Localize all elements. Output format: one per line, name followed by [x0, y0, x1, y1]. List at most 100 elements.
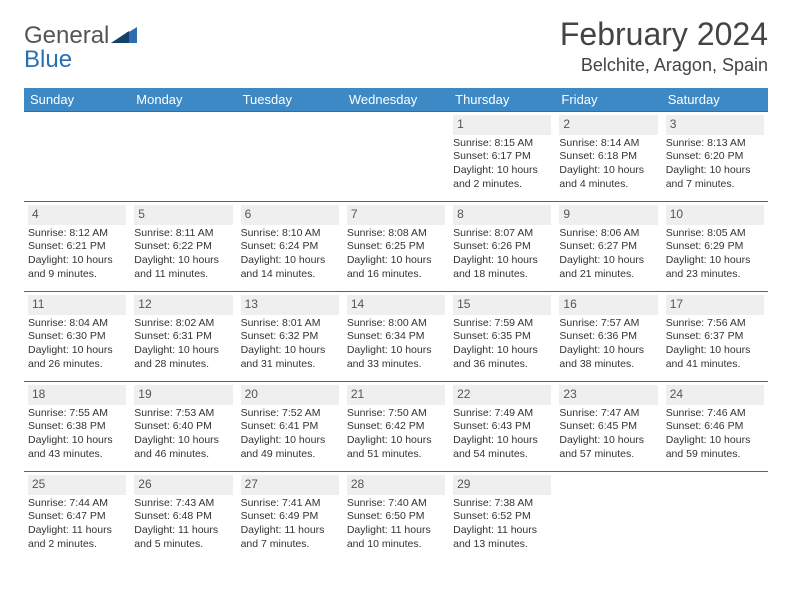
calendar-day-cell: 10Sunrise: 8:05 AMSunset: 6:29 PMDayligh… [662, 202, 768, 292]
sunrise-text: Sunrise: 8:01 AM [241, 317, 339, 331]
calendar-day-cell: 25Sunrise: 7:44 AMSunset: 6:47 PMDayligh… [24, 472, 130, 562]
sunset-text: Sunset: 6:36 PM [559, 330, 657, 344]
day-number: 10 [666, 205, 764, 225]
sunset-text: Sunset: 6:20 PM [666, 150, 764, 164]
sunset-text: Sunset: 6:48 PM [134, 510, 232, 524]
sunrise-text: Sunrise: 7:57 AM [559, 317, 657, 331]
day-number: 9 [559, 205, 657, 225]
sunset-text: Sunset: 6:52 PM [453, 510, 551, 524]
calendar-day-cell: 6Sunrise: 8:10 AMSunset: 6:24 PMDaylight… [237, 202, 343, 292]
day-number: 20 [241, 385, 339, 405]
daylight-text: Daylight: 10 hours and 31 minutes. [241, 344, 339, 371]
sunrise-text: Sunrise: 7:47 AM [559, 407, 657, 421]
weekday-header: Monday [130, 88, 236, 112]
day-number: 22 [453, 385, 551, 405]
day-number: 6 [241, 205, 339, 225]
sunset-text: Sunset: 6:25 PM [347, 240, 445, 254]
daylight-text: Daylight: 10 hours and 59 minutes. [666, 434, 764, 461]
calendar-day-cell: 21Sunrise: 7:50 AMSunset: 6:42 PMDayligh… [343, 382, 449, 472]
weekday-header: Saturday [662, 88, 768, 112]
sunrise-text: Sunrise: 8:13 AM [666, 137, 764, 151]
calendar-table: SundayMondayTuesdayWednesdayThursdayFrid… [24, 88, 768, 562]
weekday-header: Tuesday [237, 88, 343, 112]
calendar-empty-cell [24, 112, 130, 202]
sunset-text: Sunset: 6:42 PM [347, 420, 445, 434]
sunset-text: Sunset: 6:21 PM [28, 240, 126, 254]
calendar-day-cell: 9Sunrise: 8:06 AMSunset: 6:27 PMDaylight… [555, 202, 661, 292]
sunrise-text: Sunrise: 8:04 AM [28, 317, 126, 331]
weekday-header: Thursday [449, 88, 555, 112]
weekday-header: Wednesday [343, 88, 449, 112]
daylight-text: Daylight: 10 hours and 18 minutes. [453, 254, 551, 281]
sunrise-text: Sunrise: 7:38 AM [453, 497, 551, 511]
daylight-text: Daylight: 11 hours and 10 minutes. [347, 524, 445, 551]
calendar-day-cell: 16Sunrise: 7:57 AMSunset: 6:36 PMDayligh… [555, 292, 661, 382]
sunset-text: Sunset: 6:29 PM [666, 240, 764, 254]
sunset-text: Sunset: 6:24 PM [241, 240, 339, 254]
sunrise-text: Sunrise: 8:07 AM [453, 227, 551, 241]
logo-text-2: Blue [24, 46, 72, 74]
calendar-day-cell: 24Sunrise: 7:46 AMSunset: 6:46 PMDayligh… [662, 382, 768, 472]
calendar-empty-cell [343, 112, 449, 202]
daylight-text: Daylight: 10 hours and 7 minutes. [666, 164, 764, 191]
day-number: 14 [347, 295, 445, 315]
sunrise-text: Sunrise: 7:56 AM [666, 317, 764, 331]
calendar-day-cell: 19Sunrise: 7:53 AMSunset: 6:40 PMDayligh… [130, 382, 236, 472]
calendar-day-cell: 29 Sunrise: 7:38 AMSunset: 6:52 PMDayligh… [449, 472, 555, 562]
day-number: 3 [666, 115, 764, 135]
logo-triangle-icon [111, 22, 137, 50]
sunrise-text: Sunrise: 7:46 AM [666, 407, 764, 421]
daylight-text: Daylight: 10 hours and 36 minutes. [453, 344, 551, 371]
sunset-text: Sunset: 6:49 PM [241, 510, 339, 524]
sunrise-text: Sunrise: 7:55 AM [28, 407, 126, 421]
daylight-text: Daylight: 10 hours and 11 minutes. [134, 254, 232, 281]
sunrise-text: Sunrise: 8:10 AM [241, 227, 339, 241]
day-number: 29 [453, 475, 551, 495]
day-number: 1 [453, 115, 551, 135]
sunset-text: Sunset: 6:41 PM [241, 420, 339, 434]
weekday-header: Sunday [24, 88, 130, 112]
daylight-text: Daylight: 11 hours and 7 minutes. [241, 524, 339, 551]
daylight-text: Daylight: 11 hours and 13 minutes. [453, 524, 551, 551]
calendar-week-row: 18Sunrise: 7:55 AMSunset: 6:38 PMDayligh… [24, 382, 768, 472]
sunrise-text: Sunrise: 8:06 AM [559, 227, 657, 241]
day-number: 12 [134, 295, 232, 315]
month-title: February 2024 [560, 16, 768, 53]
sunrise-text: Sunrise: 8:05 AM [666, 227, 764, 241]
daylight-text: Daylight: 10 hours and 28 minutes. [134, 344, 232, 371]
day-number: 23 [559, 385, 657, 405]
day-number: 7 [347, 205, 445, 225]
sunset-text: Sunset: 6:31 PM [134, 330, 232, 344]
sunrise-text: Sunrise: 8:02 AM [134, 317, 232, 331]
day-number: 15 [453, 295, 551, 315]
sunset-text: Sunset: 6:32 PM [241, 330, 339, 344]
sunrise-text: Sunrise: 7:44 AM [28, 497, 126, 511]
sunset-text: Sunset: 6:18 PM [559, 150, 657, 164]
calendar-day-cell: 3 Sunrise: 8:13 AMSunset: 6:20 PMDaylight… [662, 112, 768, 202]
day-number: 8 [453, 205, 551, 225]
calendar-day-cell: 20 Sunrise: 7:52 AMSunset: 6:41 PMDayligh… [237, 382, 343, 472]
calendar-day-cell: 14Sunrise: 8:00 AMSunset: 6:34 PMDayligh… [343, 292, 449, 382]
sunrise-text: Sunrise: 7:49 AM [453, 407, 551, 421]
calendar-empty-cell [555, 472, 661, 562]
sunrise-text: Sunrise: 8:14 AM [559, 137, 657, 151]
sunset-text: Sunset: 6:45 PM [559, 420, 657, 434]
sunset-text: Sunset: 6:37 PM [666, 330, 764, 344]
calendar-day-cell: 27Sunrise: 7:41 AMSunset: 6:49 PMDayligh… [237, 472, 343, 562]
sunrise-text: Sunrise: 7:43 AM [134, 497, 232, 511]
day-number: 5 [134, 205, 232, 225]
sunrise-text: Sunrise: 7:52 AM [241, 407, 339, 421]
sunset-text: Sunset: 6:46 PM [666, 420, 764, 434]
calendar-day-cell: 8 Sunrise: 8:07 AMSunset: 6:26 PMDaylight… [449, 202, 555, 292]
calendar-day-cell: 7Sunrise: 8:08 AMSunset: 6:25 PMDaylight… [343, 202, 449, 292]
daylight-text: Daylight: 10 hours and 49 minutes. [241, 434, 339, 461]
sunrise-text: Sunrise: 8:12 AM [28, 227, 126, 241]
calendar-week-row: 11Sunrise: 8:04 AMSunset: 6:30 PMDayligh… [24, 292, 768, 382]
calendar-day-cell: 1Sunrise: 8:15 AMSunset: 6:17 PMDaylight… [449, 112, 555, 202]
calendar-day-cell: 22Sunrise: 7:49 AMSunset: 6:43 PMDayligh… [449, 382, 555, 472]
calendar-week-row: 25Sunrise: 7:44 AMSunset: 6:47 PMDayligh… [24, 472, 768, 562]
calendar-day-cell: 2Sunrise: 8:14 AMSunset: 6:18 PMDaylight… [555, 112, 661, 202]
sunset-text: Sunset: 6:26 PM [453, 240, 551, 254]
daylight-text: Daylight: 10 hours and 57 minutes. [559, 434, 657, 461]
daylight-text: Daylight: 10 hours and 41 minutes. [666, 344, 764, 371]
